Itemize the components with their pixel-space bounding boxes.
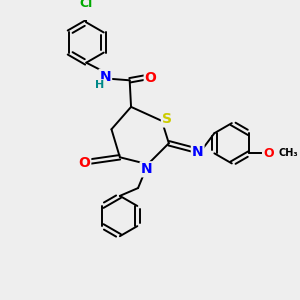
Text: CH₃: CH₃ (278, 148, 298, 158)
Text: Cl: Cl (80, 0, 93, 10)
Text: N: N (100, 70, 111, 84)
Text: O: O (263, 147, 274, 160)
Text: O: O (145, 70, 157, 85)
Text: N: N (192, 145, 203, 159)
Text: S: S (162, 112, 172, 127)
Text: N: N (141, 162, 152, 176)
Text: O: O (78, 156, 90, 170)
Text: H: H (95, 80, 104, 90)
